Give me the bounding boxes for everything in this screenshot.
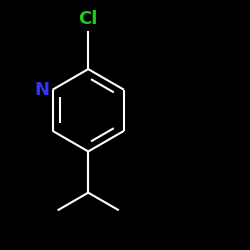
Text: N: N xyxy=(34,81,49,99)
Text: Cl: Cl xyxy=(78,10,98,28)
